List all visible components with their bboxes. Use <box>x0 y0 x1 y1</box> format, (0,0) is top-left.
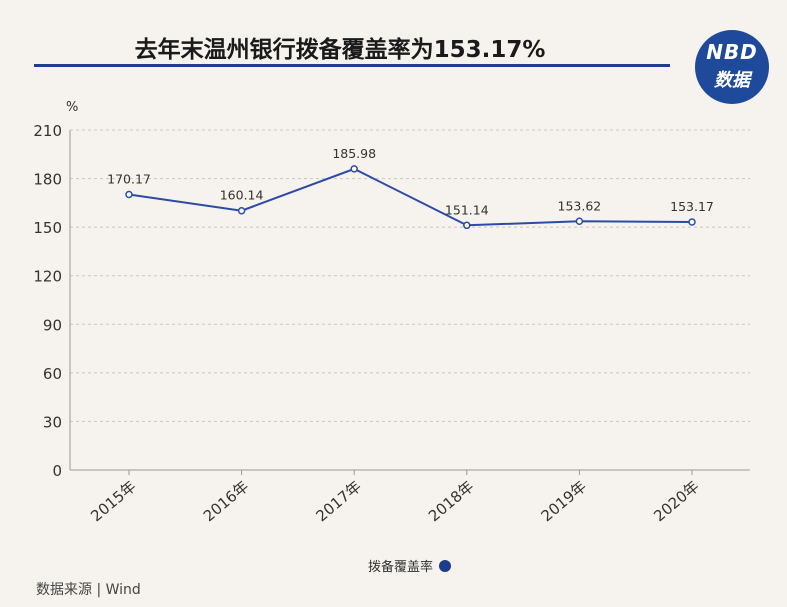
data-label: 160.14 <box>220 188 264 203</box>
chart-title: 去年末温州银行拨备覆盖率为153.17% <box>134 37 546 63</box>
x-tick-label: 2019年 <box>538 477 590 525</box>
x-tick-label: 2017年 <box>312 477 364 525</box>
data-point <box>575 217 584 226</box>
data-label: 170.17 <box>107 171 151 186</box>
data-point <box>688 218 696 226</box>
x-tick-label: 2016年 <box>200 477 252 525</box>
data-point <box>350 165 358 173</box>
y-tick-label: 30 <box>43 413 62 431</box>
y-tick-label: 90 <box>43 316 62 334</box>
data-label: 151.14 <box>445 202 489 217</box>
y-tick-label: 210 <box>33 122 62 140</box>
x-tick-label: 2015年 <box>87 477 139 525</box>
legend-label: 拨备覆盖率 <box>368 560 434 575</box>
x-tick-label: 2018年 <box>425 477 477 525</box>
y-tick-label: 150 <box>33 219 62 237</box>
data-point <box>237 206 246 215</box>
y-axis-unit: % <box>66 100 78 115</box>
logo-text-data: 数据 <box>714 70 750 91</box>
data-label: 185.98 <box>332 146 376 161</box>
legend-marker <box>439 559 452 572</box>
y-tick-label: 0 <box>52 462 62 480</box>
data-point <box>125 190 133 199</box>
data-point <box>463 221 471 230</box>
y-tick-label: 60 <box>43 365 62 383</box>
x-tick-label: 2020年 <box>650 477 702 525</box>
data-source: 数据来源 | Wind <box>36 582 141 598</box>
series-line <box>128 167 693 227</box>
y-tick-label: 180 <box>33 171 62 189</box>
title-underline <box>34 64 670 67</box>
logo-text-nbd: NBD <box>706 40 758 64</box>
nbd-logo: NBD 数据 <box>695 30 769 104</box>
data-label: 153.62 <box>558 198 602 213</box>
legend: 拨备覆盖率 <box>368 556 452 575</box>
data-label: 153.17 <box>670 199 714 214</box>
y-tick-label: 120 <box>33 268 62 286</box>
